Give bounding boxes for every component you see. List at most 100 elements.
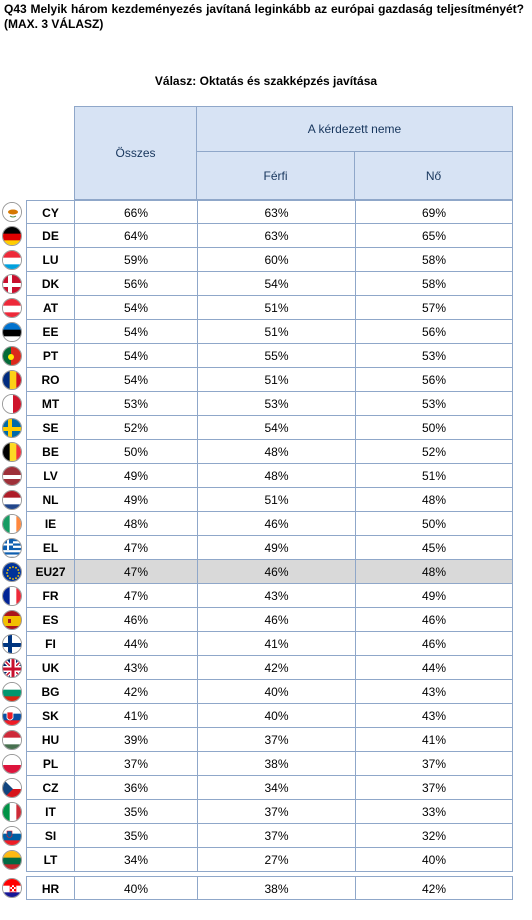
cell-total: 54% <box>74 368 197 392</box>
cell-total: 47% <box>74 560 197 584</box>
country-code: EL <box>26 536 74 560</box>
italy-flag-icon <box>2 802 22 822</box>
table-row: DK 56% 54% 58% <box>0 272 532 296</box>
cell-male: 48% <box>197 464 355 488</box>
cell-female: 45% <box>355 536 513 560</box>
cell-total: 44% <box>74 632 197 656</box>
bulgaria-flag-icon <box>2 682 22 702</box>
table-row: BE 50% 48% 52% <box>0 440 532 464</box>
cell-total: 36% <box>74 776 197 800</box>
country-code: HU <box>26 728 74 752</box>
country-code: HR <box>26 876 74 900</box>
cell-male: 46% <box>197 560 355 584</box>
denmark-flag-icon <box>2 274 22 294</box>
cell-total: 54% <box>74 344 197 368</box>
table-row: PL 37% 38% 37% <box>0 752 532 776</box>
ireland-flag-icon <box>2 514 22 534</box>
table-row: NL 49% 51% 48% <box>0 488 532 512</box>
cell-male: 63% <box>197 224 355 248</box>
cell-female: 49% <box>355 584 513 608</box>
cell-male: 42% <box>197 656 355 680</box>
cell-total: 41% <box>74 704 197 728</box>
table-row: HR 40% 38% 42% <box>0 876 532 900</box>
cell-total: 49% <box>74 464 197 488</box>
cell-total: 42% <box>74 680 197 704</box>
spain-flag-icon <box>2 610 22 630</box>
country-code: BE <box>26 440 74 464</box>
cell-total: 40% <box>74 876 197 900</box>
cell-female: 46% <box>355 632 513 656</box>
country-code: PT <box>26 344 74 368</box>
cell-female: 37% <box>355 752 513 776</box>
table-row: LV 49% 48% 51% <box>0 464 532 488</box>
cell-female: 43% <box>355 680 513 704</box>
cell-female: 50% <box>355 416 513 440</box>
cell-female: 43% <box>355 704 513 728</box>
austria-flag-icon <box>2 298 22 318</box>
cell-male: 54% <box>197 272 355 296</box>
table-row: RO 54% 51% 56% <box>0 368 532 392</box>
cell-male: 60% <box>197 248 355 272</box>
country-code: SK <box>26 704 74 728</box>
cell-female: 48% <box>355 488 513 512</box>
table-row: IE 48% 46% 50% <box>0 512 532 536</box>
cell-total: 64% <box>74 224 197 248</box>
table-row: SE 52% 54% 50% <box>0 416 532 440</box>
cell-male: 38% <box>197 752 355 776</box>
country-code: LV <box>26 464 74 488</box>
slovakia-flag-icon <box>2 706 22 726</box>
lithuania-flag-icon <box>2 850 22 870</box>
cell-male: 41% <box>197 632 355 656</box>
cell-female: 53% <box>355 392 513 416</box>
germany-flag-icon <box>2 226 22 246</box>
hungary-flag-icon <box>2 730 22 750</box>
luxembourg-flag-icon <box>2 250 22 270</box>
table-subtitle: Válasz: Oktatás és szakképzés javítása <box>154 74 378 88</box>
header-female: Nő <box>354 151 513 200</box>
cell-female: 58% <box>355 248 513 272</box>
cell-female: 46% <box>355 608 513 632</box>
cell-male: 34% <box>197 776 355 800</box>
cell-female: 41% <box>355 728 513 752</box>
cell-total: 54% <box>74 296 197 320</box>
cell-male: 51% <box>197 320 355 344</box>
table-row: EL 47% 49% 45% <box>0 536 532 560</box>
cell-female: 32% <box>355 824 513 848</box>
table-row: MT 53% 53% 53% <box>0 392 532 416</box>
estonia-flag-icon <box>2 322 22 342</box>
table-row: AT 54% 51% 57% <box>0 296 532 320</box>
country-code: CZ <box>26 776 74 800</box>
cell-male: 63% <box>197 200 355 224</box>
belgium-flag-icon <box>2 442 22 462</box>
cell-female: 48% <box>355 560 513 584</box>
table-row: LU 59% 60% 58% <box>0 248 532 272</box>
cell-male: 54% <box>197 416 355 440</box>
table-row: EU27 47% 46% 48% <box>0 560 532 584</box>
cell-female: 51% <box>355 464 513 488</box>
table-row: FR 47% 43% 49% <box>0 584 532 608</box>
cell-male: 37% <box>197 728 355 752</box>
country-code: LU <box>26 248 74 272</box>
cell-total: 34% <box>74 848 197 872</box>
cell-female: 44% <box>355 656 513 680</box>
cell-female: 50% <box>355 512 513 536</box>
country-code: ES <box>26 608 74 632</box>
cell-total: 53% <box>74 392 197 416</box>
cell-male: 51% <box>197 488 355 512</box>
country-code: PL <box>26 752 74 776</box>
country-code: FR <box>26 584 74 608</box>
cyprus-flag-icon <box>2 202 22 222</box>
cell-male: 51% <box>197 296 355 320</box>
country-code: NL <box>26 488 74 512</box>
cell-female: 33% <box>355 800 513 824</box>
cell-total: 47% <box>74 536 197 560</box>
table-row: PT 54% 55% 53% <box>0 344 532 368</box>
malta-flag-icon <box>2 394 22 414</box>
cell-male: 37% <box>197 800 355 824</box>
cell-total: 52% <box>74 416 197 440</box>
cell-female: 56% <box>355 368 513 392</box>
cell-male: 53% <box>197 392 355 416</box>
table-row: DE 64% 63% 65% <box>0 224 532 248</box>
table-row: ES 46% 46% 46% <box>0 608 532 632</box>
cell-male: 46% <box>197 608 355 632</box>
